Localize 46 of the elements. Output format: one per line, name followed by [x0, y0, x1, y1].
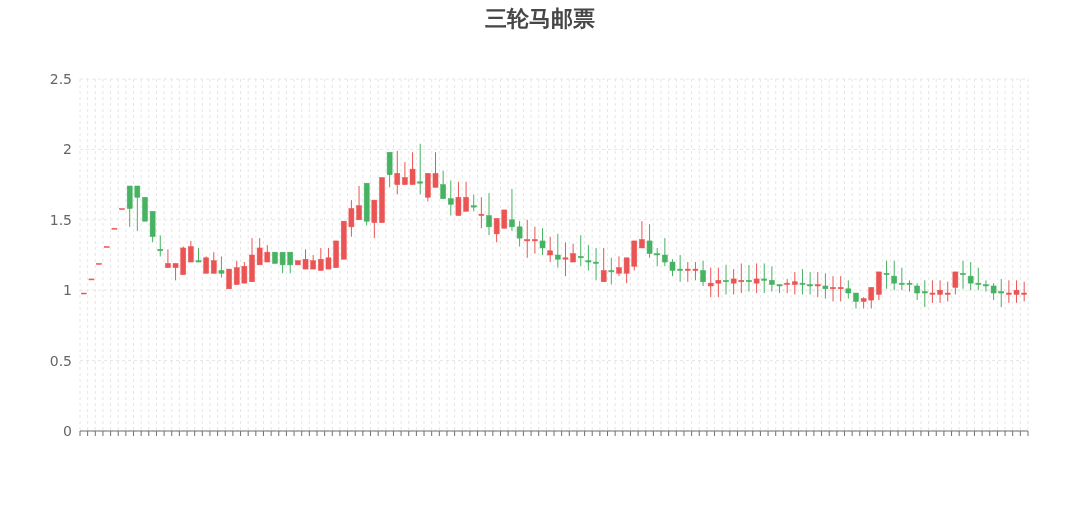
candlestick	[394, 150, 401, 195]
candlestick	[547, 236, 553, 263]
candlestick	[814, 271, 821, 298]
y-tick-label: 0.5	[49, 352, 72, 369]
candlestick	[218, 255, 225, 279]
candlestick	[700, 260, 706, 287]
candlestick	[761, 262, 768, 294]
candlestick	[157, 234, 164, 257]
candlestick	[226, 268, 232, 290]
candlestick	[448, 179, 454, 217]
candlestick	[952, 271, 959, 295]
candlestick	[486, 192, 492, 236]
candlestick	[417, 143, 423, 195]
candlestick	[914, 282, 920, 301]
candlestick	[944, 281, 951, 302]
candlestick	[577, 234, 584, 267]
candlestick	[822, 272, 829, 300]
candlestick	[753, 262, 760, 294]
candlestick	[532, 226, 538, 255]
candlestick	[883, 260, 890, 290]
candlestick	[876, 271, 882, 301]
chart-title: 三轮马邮票	[485, 6, 595, 31]
y-tick-label: 0	[63, 423, 72, 439]
candlestick	[830, 275, 836, 302]
candlestick	[792, 271, 798, 295]
y-tick-label: 1.5	[49, 211, 72, 228]
candlestick	[440, 170, 446, 200]
candlestick	[608, 257, 615, 286]
candlestick	[539, 227, 546, 256]
y-tick-label: 2	[63, 141, 72, 158]
candlestick	[211, 251, 217, 274]
y-tick-label: 2.5	[49, 71, 72, 87]
candlestick	[555, 233, 561, 269]
candlestick	[478, 196, 485, 229]
candlestick	[723, 264, 729, 295]
candlestick	[386, 151, 393, 188]
candlestick	[960, 260, 966, 290]
candlestick	[891, 260, 897, 291]
candlestick	[188, 240, 194, 263]
candlestick	[837, 275, 844, 302]
candlestick	[600, 247, 607, 283]
candlestick	[524, 219, 531, 259]
candlestick	[746, 264, 752, 293]
y-tick-label: 1	[63, 282, 72, 299]
candlestick	[639, 220, 645, 249]
candlestick	[922, 279, 928, 308]
